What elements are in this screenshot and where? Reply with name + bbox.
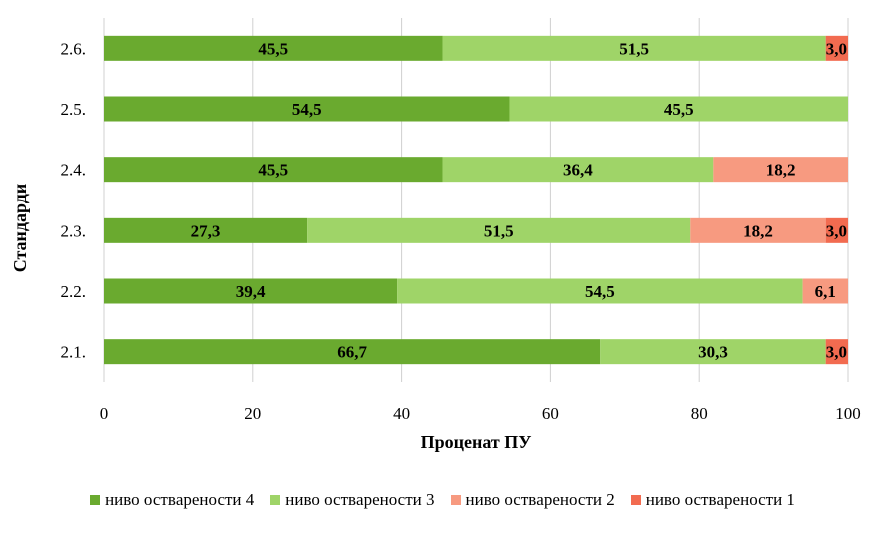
y-tick-label: 2.4. [61, 161, 87, 180]
data-label: 54,5 [292, 100, 322, 119]
x-tick-label: 40 [393, 404, 410, 423]
legend-swatch [90, 495, 101, 505]
stacked-bar-chart: 66,7 30,3 3,0 39,4 54,5 6,1 27,3 51,5 18,2 3,0 45,… [10, 18, 861, 452]
y-tick-label: 2.6. [61, 39, 87, 58]
data-label: 18,2 [743, 221, 773, 240]
data-label: 3,0 [826, 221, 847, 240]
data-label: 27,3 [191, 221, 221, 240]
grid-lines [103, 18, 849, 382]
x-axis-title: Проценат ПУ [421, 432, 532, 452]
x-tick-labels: 0 20 40 60 80 100 [100, 404, 861, 423]
data-label: 66,7 [337, 343, 367, 362]
bar-segment [690, 217, 826, 243]
bar-segment [600, 339, 826, 365]
data-label: 6,1 [815, 282, 836, 301]
data-label: 36,4 [563, 161, 593, 180]
legend-label: ниво оствaрености 2 [465, 490, 615, 509]
data-label: 3,0 [826, 39, 847, 58]
bar-segment [104, 217, 308, 243]
legend-label: ниво оствaрености 4 [105, 490, 255, 509]
bar-segment [104, 339, 601, 365]
bar-segment [802, 278, 848, 304]
y-axis-title: Стандарди [10, 184, 30, 273]
legend-item: ниво оствaрености 4 [90, 490, 254, 510]
bar-segment [825, 35, 848, 61]
data-label: 3,0 [826, 343, 847, 362]
legend-label: ниво оствaрености 1 [645, 490, 795, 509]
bar-segment [397, 278, 803, 304]
data-label: 54,5 [585, 282, 615, 301]
bar-segment [825, 339, 848, 365]
legend: ниво оствaрености 4 ниво оствaрености 3 ни… [0, 490, 885, 510]
y-tick-label: 2.1. [61, 343, 87, 362]
data-label: 45,5 [258, 161, 288, 180]
bar-segment [442, 157, 714, 183]
data-label: 18,2 [766, 161, 796, 180]
x-tick-label: 0 [100, 404, 109, 423]
x-tick-label: 80 [691, 404, 708, 423]
bar-segment [442, 35, 826, 61]
legend-swatch [450, 495, 461, 505]
bar-segment [713, 157, 848, 183]
y-tick-label: 2.3. [61, 221, 87, 240]
x-tick-label: 20 [244, 404, 261, 423]
legend-swatch [270, 495, 281, 505]
y-tick-label: 2.5. [61, 100, 87, 119]
x-tick-label: 100 [835, 404, 861, 423]
legend-swatch [630, 495, 641, 505]
data-label: 30,3 [698, 343, 728, 362]
x-tick-label: 60 [542, 404, 559, 423]
y-tick-label: 2.2. [61, 282, 87, 301]
data-label: 51,5 [619, 39, 649, 58]
legend-item: ниво оствaрености 1 [630, 490, 795, 510]
data-label: 45,5 [664, 100, 694, 119]
bar-marks [104, 35, 848, 365]
legend-item: ниво оствaрености 2 [450, 490, 615, 510]
data-label: 45,5 [258, 39, 288, 58]
data-label: 39,4 [236, 282, 266, 301]
legend-item: ниво оствaрености 3 [270, 490, 435, 510]
bar-segment [825, 217, 848, 243]
bar-segment [104, 96, 510, 122]
data-labels: 66,7 30,3 3,0 39,4 54,5 6,1 27,3 51,5 18,2 3,0 45,… [191, 39, 847, 361]
bar-segment [509, 96, 848, 122]
bar-segment [104, 278, 398, 304]
y-tick-labels: 2.1. 2.2. 2.3. 2.4. 2.5. 2.6. [61, 39, 87, 361]
legend-label: ниво оствaрености 3 [285, 490, 435, 509]
bar-segment [307, 217, 691, 243]
data-label: 51,5 [484, 221, 514, 240]
bar-segment [104, 157, 443, 183]
bar-segment [104, 35, 443, 61]
